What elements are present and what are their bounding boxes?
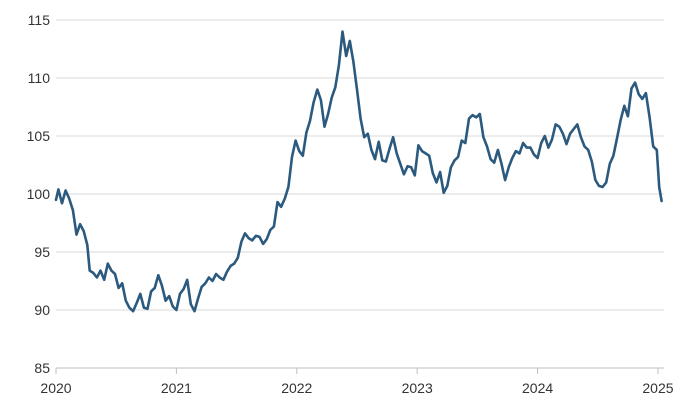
series-line	[54, 30, 663, 313]
x-tick-label: 2021	[161, 380, 192, 396]
x-tick-label: 2023	[402, 380, 433, 396]
gridlines	[55, 19, 664, 374]
x-tick-label: 2020	[40, 380, 71, 396]
y-tick-label: 90	[34, 302, 50, 318]
y-tick-label: 95	[34, 244, 50, 260]
y-tick-label: 100	[27, 186, 51, 202]
y-tick-label: 85	[34, 360, 50, 376]
x-tick-label: 2025	[642, 380, 673, 396]
x-tick-label: 2022	[281, 380, 312, 396]
y-axis-tick-labels: 85 90 95 100 105 110 115	[27, 12, 51, 376]
y-tick-label: 110	[28, 70, 51, 86]
y-tick-label: 115	[28, 12, 51, 28]
x-axis-tick-labels: 2020 2021 2022 2023 2024 2025	[40, 380, 673, 396]
y-tick-label: 105	[27, 128, 51, 144]
x-tick-label: 2024	[522, 380, 553, 396]
series-group	[54, 30, 663, 313]
